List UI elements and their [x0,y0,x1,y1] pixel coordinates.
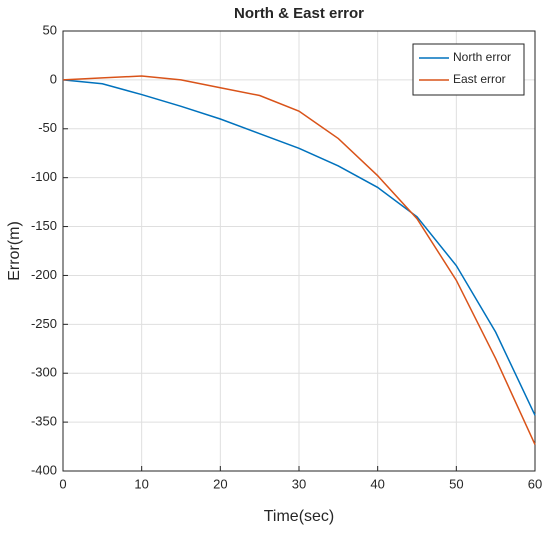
y-tick-label: -200 [31,267,57,282]
x-tick-label: 40 [370,476,384,491]
x-tick-label: 20 [213,476,227,491]
x-tick-label: 0 [59,476,66,491]
y-tick-label: -100 [31,169,57,184]
y-tick-label: 50 [43,22,57,37]
y-axis-label: Error(m) [6,221,23,281]
x-tick-label: 10 [134,476,148,491]
y-tick-label: -400 [31,462,57,477]
y-tick-label: -250 [31,316,57,331]
legend-label: East error [453,72,506,86]
x-tick-label: 50 [449,476,463,491]
plot-frame [62,30,536,472]
x-axis-label: Time(sec) [264,508,335,525]
x-tick-label: 60 [528,476,542,491]
legend-label: North error [453,50,511,64]
series-line [62,75,536,445]
y-tick-label: -50 [38,120,57,135]
y-tick-label: -300 [31,365,57,380]
y-tick-label: -350 [31,414,57,429]
x-tick-label: 30 [292,476,306,491]
legend-box [412,43,525,96]
chart-title: North & East error [234,5,364,22]
series-line [62,79,536,416]
y-tick-label: -150 [31,218,57,233]
y-tick-label: 0 [50,71,57,86]
